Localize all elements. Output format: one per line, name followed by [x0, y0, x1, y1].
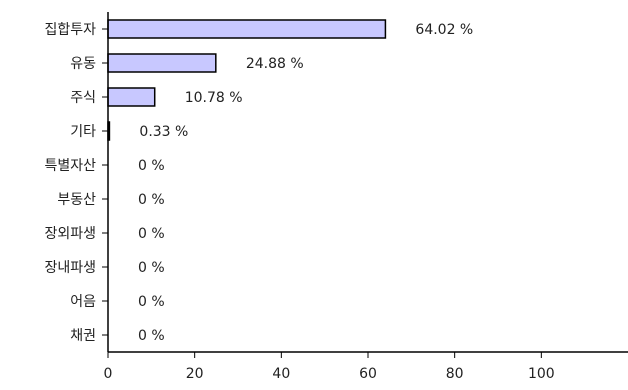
category-label: 주식 [70, 90, 96, 106]
x-tick-label: 40 [272, 366, 290, 382]
category-label: 장외파생 [44, 226, 96, 242]
bars-group [107, 19, 387, 141]
x-tick-label: 80 [446, 366, 464, 382]
data-label: 24.88 % [246, 56, 304, 72]
x-tick-label: 0 [104, 366, 113, 382]
category-label: 채권 [70, 328, 96, 344]
bar [107, 53, 217, 73]
x-tick-label: 100 [528, 366, 555, 382]
bar [107, 87, 156, 107]
data-label: 0 % [138, 260, 165, 276]
bar [107, 19, 387, 39]
category-label: 부동산 [57, 192, 96, 208]
category-label: 기타 [70, 124, 96, 140]
data-label: 0 % [138, 226, 165, 242]
axes-group [102, 12, 628, 358]
data-label: 0 % [138, 158, 165, 174]
data-label: 0 % [138, 294, 165, 310]
data-label: 0 % [138, 192, 165, 208]
data-label: 0 % [138, 328, 165, 344]
value-labels-group: 64.02 % 24.88 % 10.78 % 0.33 % 0 % 0 % 0 % 0 % 0… [138, 22, 473, 344]
category-label: 집합투자 [44, 22, 96, 38]
data-label: 64.02 % [415, 22, 473, 38]
data-label: 10.78 % [185, 90, 243, 106]
category-label: 장내파생 [44, 260, 96, 276]
category-label: 어음 [70, 294, 96, 310]
x-tick-label: 20 [186, 366, 204, 382]
x-tick-label: 60 [359, 366, 377, 382]
data-label: 0.33 % [139, 124, 188, 140]
category-label: 특별자산 [44, 158, 96, 174]
category-label: 유동 [70, 56, 96, 72]
x-tick-labels-group: 0 20 40 60 80 100 [104, 366, 555, 382]
